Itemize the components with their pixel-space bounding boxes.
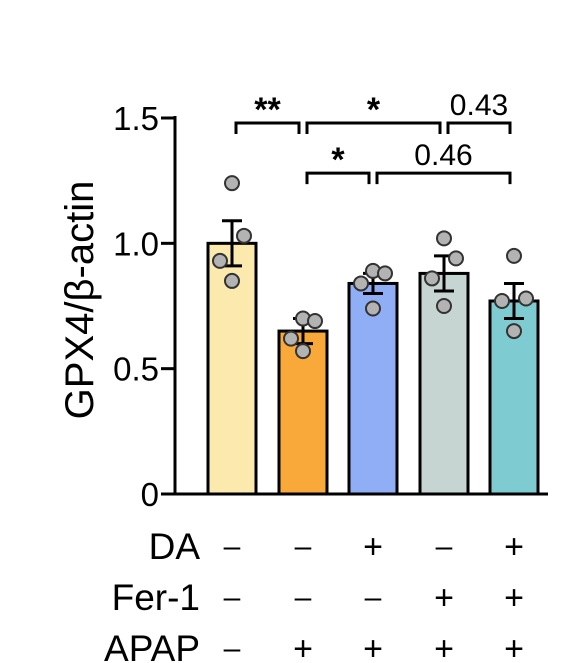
- data-point: [353, 275, 369, 292]
- plus-sign: +: [293, 630, 313, 663]
- plus-sign: +: [434, 630, 454, 663]
- data-point: [494, 292, 510, 309]
- data-point: [212, 252, 228, 269]
- data-point: [506, 247, 522, 264]
- data-point: [283, 330, 299, 347]
- data-point: [506, 323, 522, 340]
- significance-bracket: [305, 121, 442, 135]
- y-tick-label: 0.5: [113, 351, 159, 388]
- minus-sign: –: [365, 581, 382, 614]
- y-tick-label: 1.5: [113, 100, 159, 137]
- minus-sign: –: [436, 530, 453, 563]
- significance-bracket: [305, 171, 371, 185]
- data-point: [236, 227, 252, 244]
- plus-sign: +: [504, 528, 524, 566]
- significance-label: *: [367, 91, 381, 129]
- data-point: [365, 300, 381, 317]
- y-axis-label: GPX4/β-actin: [58, 181, 102, 420]
- data-point: [436, 298, 452, 314]
- data-point: [424, 270, 440, 287]
- y-axis: 0 0.5 1.0 1.5: [113, 100, 548, 513]
- significance-label: **: [254, 91, 281, 129]
- minus-sign: –: [224, 581, 241, 614]
- y-tick-label: 0: [141, 476, 159, 513]
- significance-bracket: [446, 121, 512, 135]
- condition-label: APAP: [104, 628, 200, 663]
- data-point: [224, 272, 240, 289]
- data-point: [377, 265, 393, 282]
- data-point: [224, 175, 240, 192]
- bar-3: [347, 281, 399, 496]
- significance-label: 0.43: [450, 89, 508, 122]
- significance-label: *: [331, 141, 345, 179]
- y-tick-label: 1.0: [113, 225, 159, 262]
- minus-sign: –: [224, 632, 241, 663]
- data-point: [448, 250, 464, 267]
- data-point: [518, 290, 534, 307]
- data-point: [295, 343, 311, 360]
- plus-sign: +: [434, 579, 454, 617]
- data-point: [307, 313, 323, 330]
- plus-sign: +: [363, 528, 383, 566]
- condition-label: DA: [149, 526, 201, 567]
- significance-bracket: [234, 121, 301, 135]
- plus-sign: +: [363, 630, 383, 663]
- minus-sign: –: [295, 530, 312, 563]
- condition-label: Fer-1: [112, 577, 200, 618]
- minus-sign: –: [295, 581, 312, 614]
- significance-annotations: ** * 0.43* 0.46: [234, 89, 512, 185]
- data-point: [436, 230, 452, 247]
- plus-sign: +: [504, 579, 524, 617]
- data-points-group: [212, 175, 534, 360]
- significance-label: 0.46: [414, 139, 472, 172]
- significance-bracket: [375, 171, 512, 185]
- condition-table: DA – – + – +Fer-1– – – + +APAP – + + + +: [104, 526, 524, 663]
- minus-sign: –: [224, 530, 241, 563]
- plus-sign: +: [504, 630, 524, 663]
